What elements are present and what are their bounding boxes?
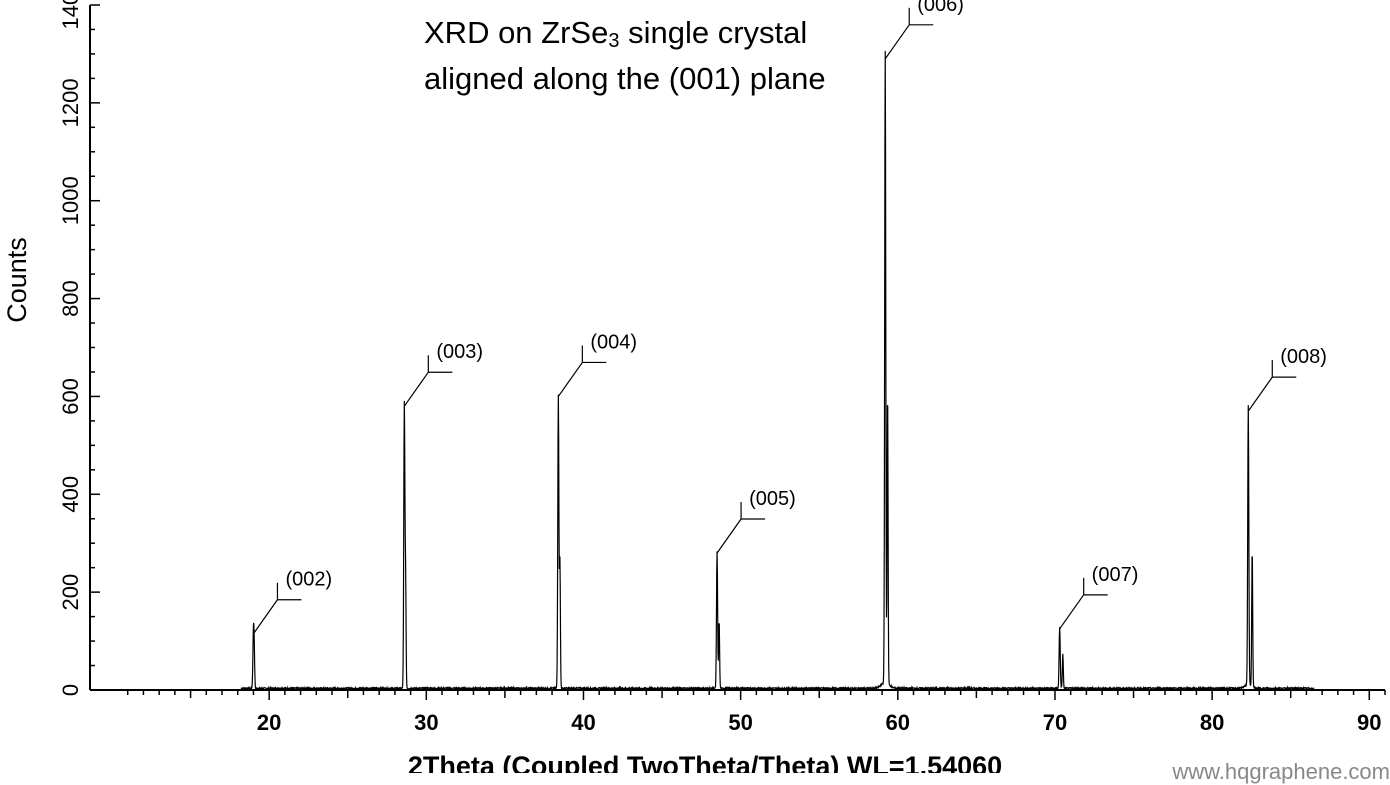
y-tick-label: 0 [58,684,83,696]
xrd-pattern-line [240,50,1315,692]
watermark: www.hqgraphene.com [1172,759,1390,784]
peak-label-text: (006) [917,0,964,16]
peak-leader-line [252,599,278,635]
y-tick-label: 800 [58,280,83,317]
y-tick-label: 600 [58,378,83,415]
y-tick-label: 1200 [58,78,83,127]
x-tick-label: 20 [257,710,281,735]
x-axis-label: 2Theta (Coupled TwoTheta/Theta) WL=1.540… [408,751,1002,773]
peak-label: (008) [1247,346,1327,412]
axes: 20 30 40 50 60 70 80 90 0 200 400 600 800 1000 1200 140… [58,0,1386,735]
peak-label: (005) [716,488,796,554]
peak-label: (004) [557,331,637,397]
x-tick-label: 40 [571,710,595,735]
peak-leader-line [1247,376,1273,412]
x-tick-label: 50 [728,710,752,735]
peak-label: (006) [884,0,964,60]
x-tick-label: 60 [886,710,910,735]
peak-label-text: (002) [285,569,332,591]
peak-leader-line [884,24,910,60]
y-axis-label: Counts [2,237,32,323]
annotation-line-2: aligned along the (001) plane [424,61,826,96]
y-tick-label: 200 [58,574,83,611]
x-tick-label: 30 [414,710,438,735]
peak-label-text: (004) [590,331,637,353]
y-tick-label: 400 [58,476,83,513]
annotation-line-1: XRD on ZrSe3 single crystal [424,15,808,52]
x-tick-label: 70 [1043,710,1067,735]
y-tick-label: 1400 [58,0,83,29]
peak-label-text: (007) [1092,564,1139,586]
peak-label-text: (008) [1280,346,1327,368]
chart-annotation: XRD on ZrSe3 single crystal aligned alon… [424,14,826,98]
peak-leader-line [1059,594,1085,630]
peak-leader-line [716,518,742,554]
peak-labels: (002) (003) (004) (005) (006) (007) (008) [252,0,1327,635]
peak-leader-line [403,371,429,407]
peak-label-text: (005) [749,488,796,510]
y-tick-label: 1000 [58,176,83,225]
peak-leader-line [557,362,583,397]
peak-label-text: (003) [436,341,483,363]
peak-label: (002) [252,569,332,635]
x-tick-label: 90 [1357,710,1381,735]
diffraction-pattern [240,50,1315,692]
peak-label: (007) [1059,564,1139,630]
peak-label: (003) [403,341,483,407]
x-tick-label: 80 [1200,710,1224,735]
